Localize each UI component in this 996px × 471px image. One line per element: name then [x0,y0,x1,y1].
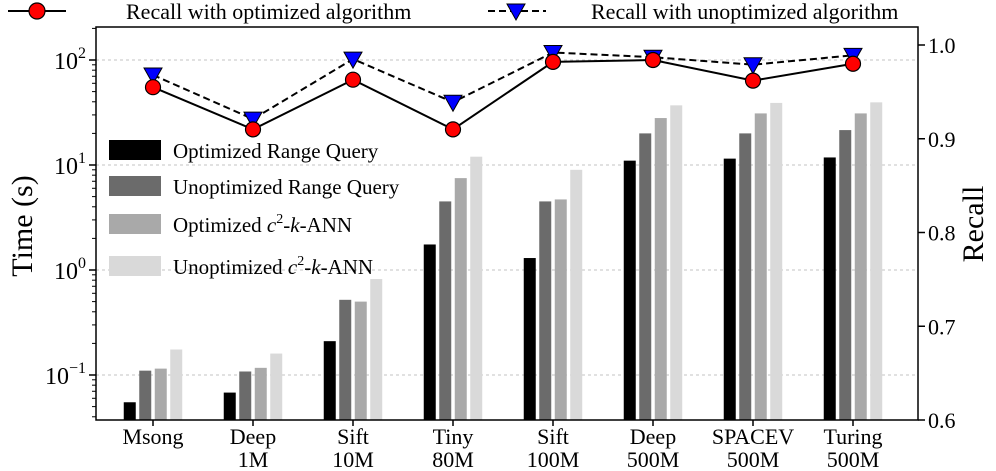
recall-point-0-4 [544,53,562,70]
x-axis: Msong Deep1MSift10MTiny80MSift100MDeep500… [122,420,883,471]
x-tick-label-6: SPACEV [712,424,794,449]
plot-frame [95,26,919,421]
bar-2-3 [454,178,467,420]
legend-label-unoptimized-ann: Unoptimized c2-k-ANN [173,254,373,279]
left-axis: 10−1 100 101 102 [45,27,96,418]
legend-swatch-optimized-range [109,140,161,160]
recall-point-0-3 [444,121,462,138]
bar-3-7 [870,102,883,421]
recall-point-1-2 [343,51,363,70]
x-tick-sublabel-3: 80M [432,447,474,471]
bar-1-7 [839,130,852,420]
bar-0-5 [623,160,636,421]
legend-swatch-unoptimized-ann [109,256,161,276]
recall-point-1-1 [243,111,263,130]
legend-swatch-optimized-ann [109,214,161,234]
right-tick-label-3: 0.9 [928,127,956,152]
right-tick-label-0: 0.6 [928,408,956,433]
bar-2-1 [254,367,267,420]
bar-3-4 [570,169,583,420]
x-tick-label-1: Deep [230,424,276,449]
x-tick-label-7: Turing [823,424,882,449]
legend-label-unoptimized-range: Unoptimized Range Query [173,175,400,199]
legend-circle-marker [28,2,46,20]
legend-item-unoptimized-recall: Recall with unoptimized algorithm [488,0,898,24]
legend-triangle-marker [506,3,526,22]
right-axis-title: Recall [957,186,990,263]
x-tick-sublabel-1: 1M [238,447,269,471]
bar-0-0 [123,402,136,420]
recall-point-0-6 [744,72,762,89]
right-tick-label-2: 0.8 [928,221,956,246]
bar-2-2 [354,301,367,420]
bar-3-2 [370,279,383,420]
x-tick-label-3: Tiny [433,424,474,449]
recall-point-1-3 [443,94,463,113]
bar-0-4 [523,258,536,420]
x-tick-label-2: Sift [337,424,369,449]
bar-1-6 [739,133,752,420]
left-tick-label-0: 10−1 [45,360,86,390]
recall-point-0-7 [844,55,862,72]
bar-3-3 [470,156,483,420]
legend-label-optimized-recall: Recall with optimized algorithm [126,0,411,24]
left-axis-title: Time (s) [6,175,39,276]
x-tick-label-0: Msong [122,424,183,449]
bar-0-2 [323,341,336,420]
bars-group [123,102,883,421]
bar-0-6 [723,158,736,421]
legend-bars: Optimized Range Query Unoptimized Range … [109,139,400,279]
right-tick-label-4: 1.0 [928,33,956,58]
legend-label-optimized-ann: Optimized c2-k-ANN [173,212,352,237]
recall-line-0 [152,58,854,131]
bar-1-0 [139,370,152,420]
bar-2-4 [554,199,567,420]
x-tick-sublabel-4: 100M [527,447,580,471]
left-tick-label-1: 100 [54,255,86,285]
left-tick-label-3: 102 [54,45,86,75]
bar-3-5 [670,105,683,421]
right-axis: 0.6 0.7 0.8 0.9 1.0 [918,33,956,433]
bar-1-5 [639,133,652,420]
bar-3-6 [770,102,783,420]
recall-point-0-2 [344,71,362,88]
bar-0-7 [823,157,836,420]
right-tick-label-1: 0.7 [928,314,956,339]
bar-2-6 [754,113,767,421]
bar-2-5 [654,118,667,421]
recall-point-1-0 [143,67,163,86]
x-tick-sublabel-2: 10M [332,447,374,471]
recall-point-1-4 [543,45,563,63]
x-tick-label-5: Deep [630,424,676,449]
legend-lines: Recall with optimized algorithm Recall w… [8,0,898,24]
bar-1-4 [539,201,552,420]
bar-3-0 [170,349,183,420]
recall-lines-group [143,45,863,138]
legend-label-unoptimized-recall: Recall with unoptimized algorithm [591,0,898,24]
x-tick-sublabel-5: 500M [627,447,680,471]
x-tick-sublabel-7: 500M [827,447,880,471]
bar-1-2 [339,299,352,420]
bar-1-1 [239,371,252,420]
bar-0-1 [223,392,236,420]
x-tick-sublabel-6: 500M [727,447,780,471]
bar-0-3 [423,244,436,420]
x-tick-label-4: Sift [537,424,569,449]
left-tick-label-2: 101 [54,150,86,180]
recall-point-0-5 [644,51,662,69]
legend-label-optimized-range: Optimized Range Query [173,139,379,163]
legend-swatch-unoptimized-range [109,176,161,196]
recall-point-1-6 [743,57,763,75]
recall-point-0-0 [144,79,162,96]
bar-2-0 [154,368,167,420]
legend-item-optimized-recall: Recall with optimized algorithm [8,0,411,24]
bar-3-1 [270,353,283,420]
bar-1-3 [439,201,452,420]
recall-line-1 [152,51,854,121]
bar-2-7 [854,113,867,421]
recall-point-0-1 [244,121,262,138]
